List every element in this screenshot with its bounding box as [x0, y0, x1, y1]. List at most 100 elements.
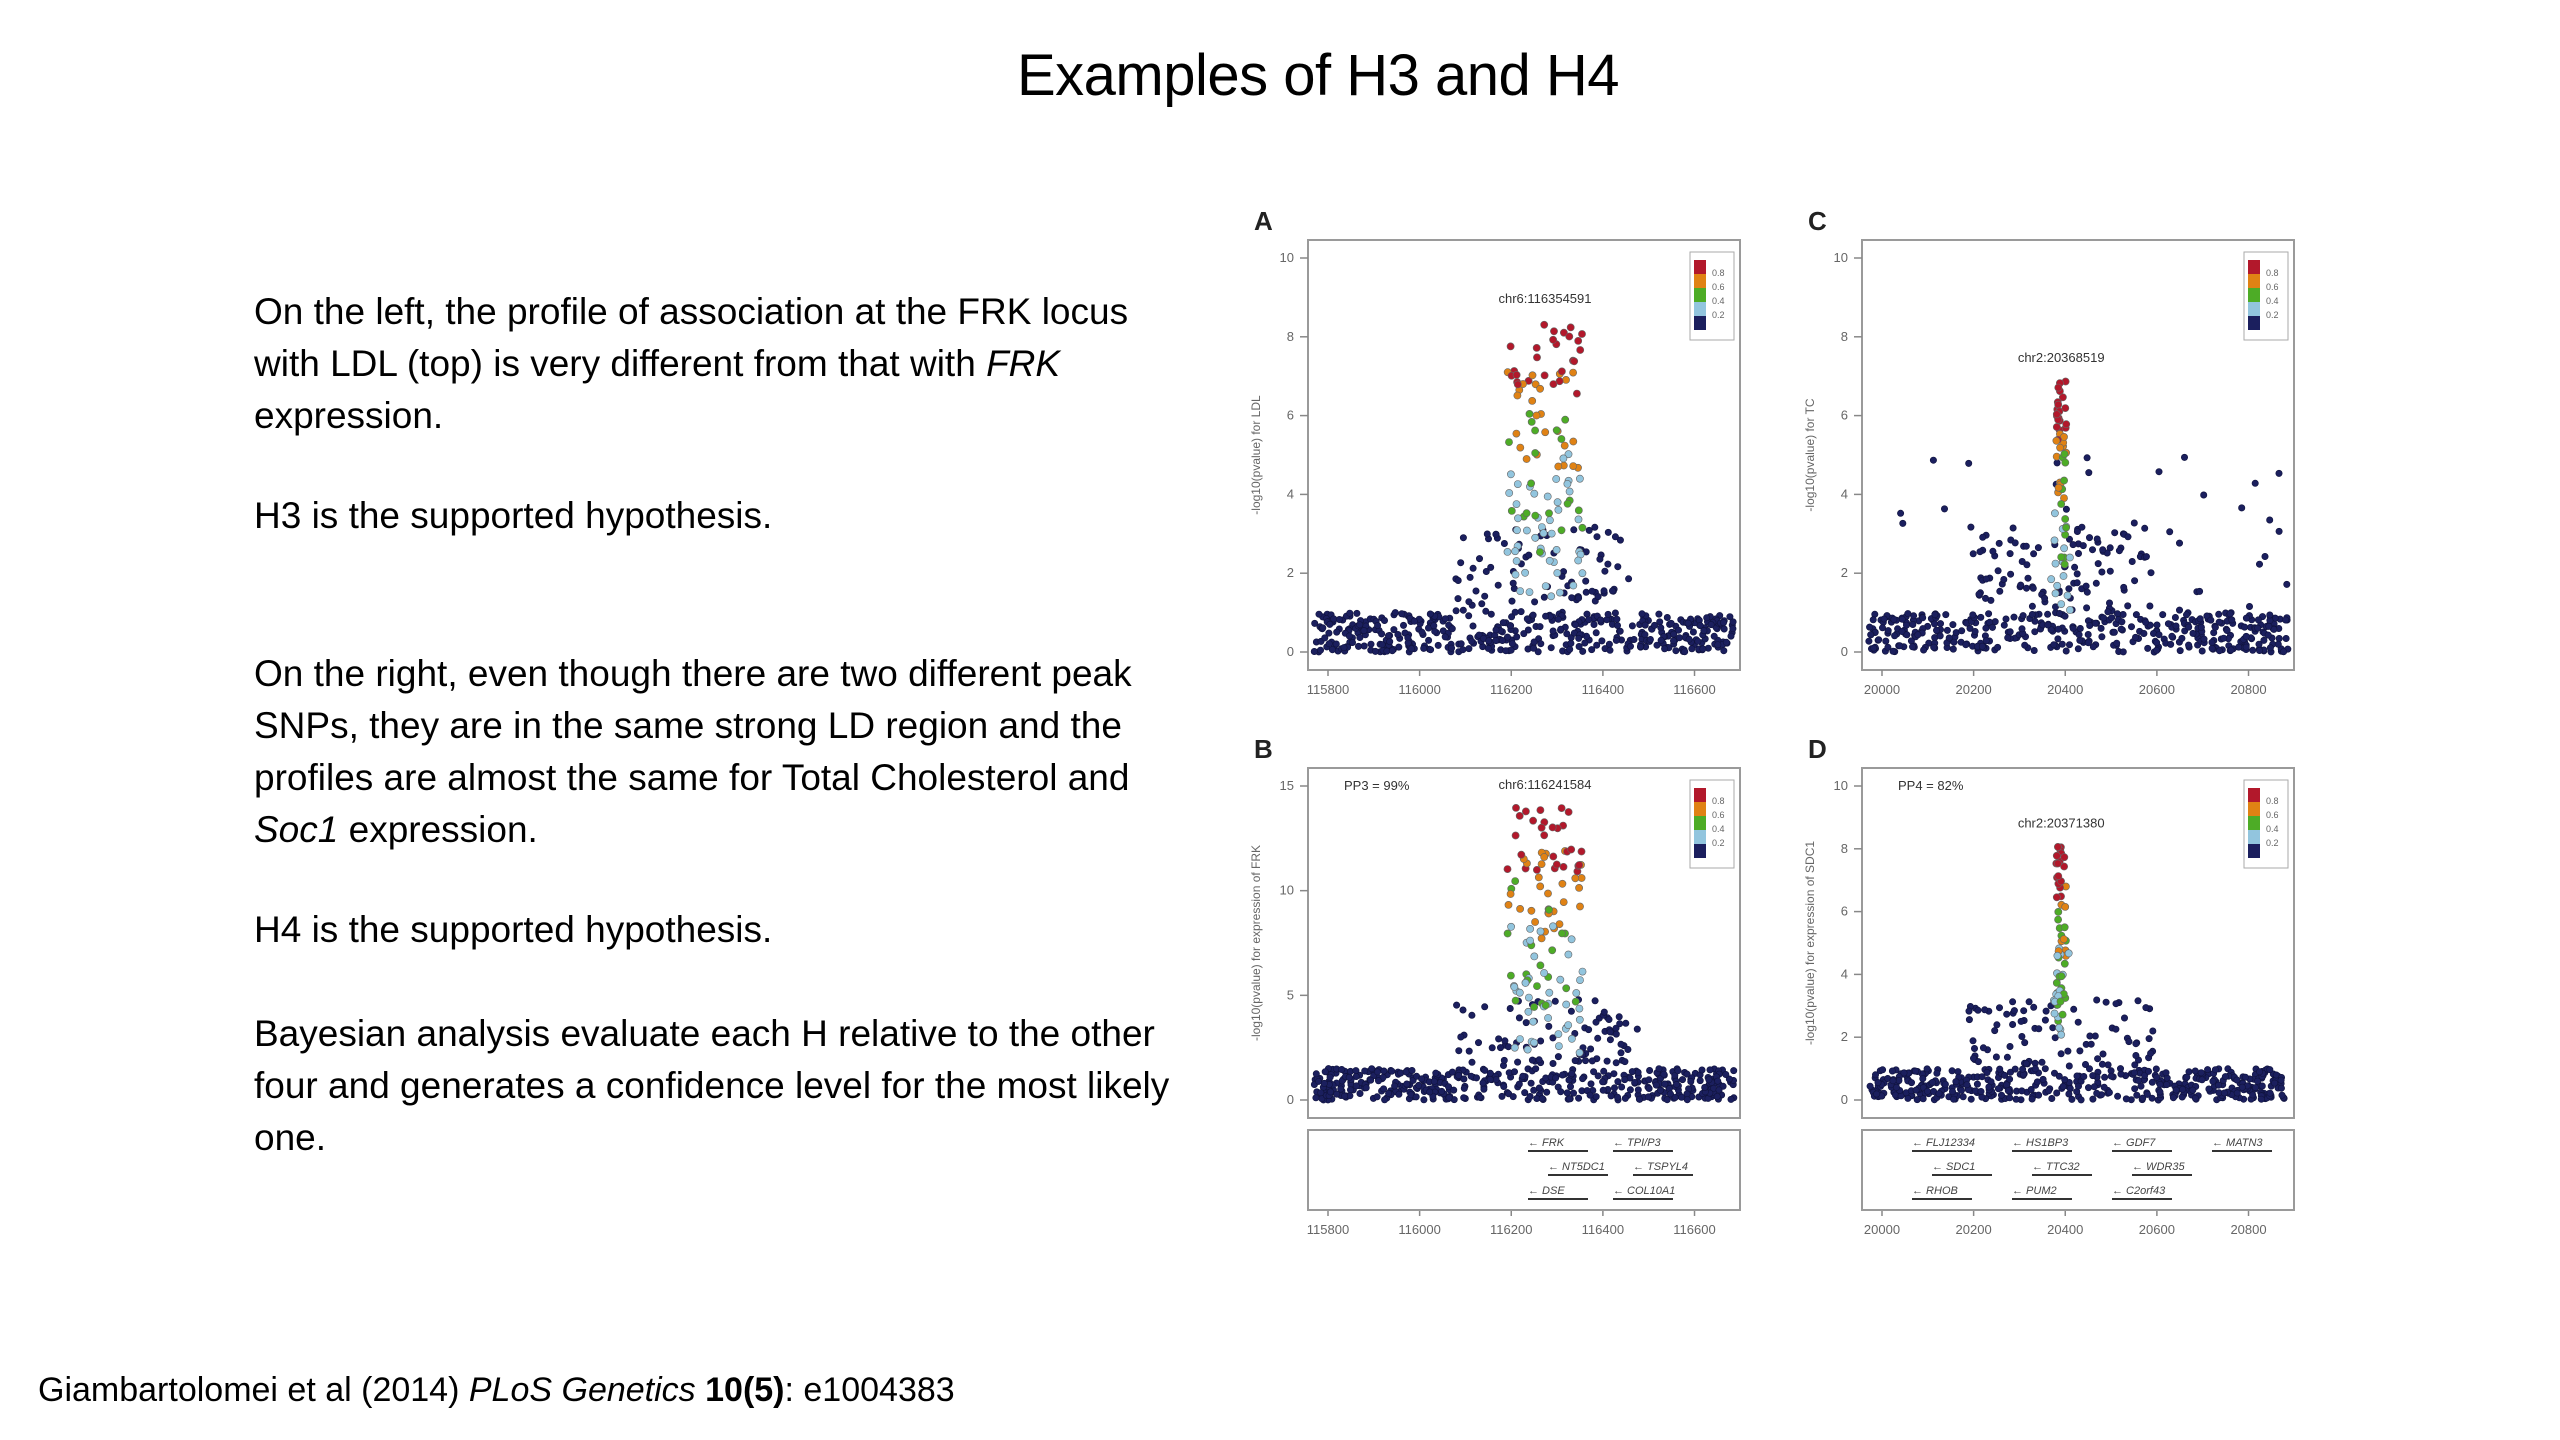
snp-point [1969, 611, 1977, 619]
snp-point [2106, 567, 2114, 575]
snp-point [2061, 404, 2070, 412]
snp-point [1696, 1077, 1704, 1085]
snp-point [1912, 1067, 1920, 1075]
x-tick-label: 20200 [1956, 682, 1992, 697]
snp-point [1621, 1058, 1629, 1066]
snp-point [1513, 526, 1521, 535]
snp-point [1578, 967, 1587, 976]
snp-point [1959, 1093, 1967, 1101]
snp-point [2211, 1066, 2219, 1074]
snp-point [1535, 548, 1544, 556]
snp-point [1537, 860, 1546, 868]
snp-point [1982, 575, 1990, 583]
snp-point [1511, 996, 1520, 1005]
snp-point [2054, 625, 2062, 633]
snp-point [1554, 1042, 1563, 1050]
snp-point [2152, 1065, 2160, 1073]
snp-point [2054, 908, 2063, 916]
snp-point [2142, 618, 2150, 626]
snp-point [1330, 615, 1338, 623]
snp-point [2100, 614, 2108, 622]
snp-point [1996, 1065, 2004, 1073]
snp-point [1896, 642, 1904, 650]
snp-point [1466, 573, 1474, 581]
snp-point [2153, 1073, 2161, 1081]
ld-legend-swatch [2248, 802, 2260, 816]
snp-point [1646, 1066, 1654, 1074]
snp-point [1599, 1078, 1607, 1086]
snp-point [1516, 1035, 1524, 1043]
snp-point [1473, 1074, 1481, 1082]
snp-point [1468, 1058, 1476, 1066]
snp-point [2084, 1084, 2092, 1092]
snp-point [2144, 1067, 2152, 1075]
snp-point [2006, 1075, 2014, 1083]
snp-point [1988, 623, 1996, 631]
snp-point [2003, 1081, 2011, 1089]
snp-point [1549, 1034, 1557, 1042]
snp-point [1390, 626, 1398, 634]
y-axis-title: -log10(pvalue) for expression of SDC1 [1803, 841, 1817, 1045]
snp-point [2047, 575, 2056, 584]
snp-point [2266, 644, 2274, 652]
snp-point [2197, 1069, 2205, 1077]
snp-point [2017, 1017, 2025, 1025]
snp-point [2241, 623, 2249, 631]
snp-point [1689, 628, 1697, 636]
snp-point [2094, 1055, 2102, 1063]
snp-point [1521, 1089, 1529, 1097]
snp-point [1610, 1084, 1618, 1092]
ld-legend-swatch [2248, 288, 2260, 302]
snp-point [2053, 1089, 2061, 1097]
snp-point [2060, 853, 2069, 862]
snp-point [1398, 610, 1406, 618]
snp-point [1420, 644, 1428, 652]
snp-point [1554, 615, 1562, 623]
snp-point [1936, 620, 1944, 628]
snp-point [2038, 1058, 2046, 1066]
gene-label: ← DSE [1528, 1185, 1565, 1197]
panel-d: D 0 2 4 6 8 10 -log10(pvalue) for expression of… [1803, 734, 2295, 1237]
snp-point [2020, 1007, 2028, 1015]
locus-zoom-svg: A 0 2 4 6 8 10 -log10(pvalue) for LDL 115800 1160… [1249, 206, 2295, 1237]
snp-point [2120, 583, 2128, 591]
snp-point [1920, 646, 1928, 654]
snp-point [2050, 536, 2059, 545]
snp-point [2059, 572, 2068, 580]
snp-point [2251, 479, 2259, 487]
snp-point [1892, 1083, 1900, 1091]
snp-point [1907, 1079, 1915, 1087]
snp-point [2221, 1073, 2229, 1081]
snp-point [1638, 610, 1646, 618]
snp-point [1563, 1089, 1571, 1097]
snp-point [1335, 615, 1343, 623]
snp-point [2060, 862, 2068, 871]
snp-point [2111, 529, 2119, 537]
panel-letter-d: D [1808, 734, 1827, 764]
ld-legend-swatch [1694, 316, 1706, 330]
snp-point [1949, 621, 1957, 629]
x-tick-label: 20200 [1956, 1222, 1992, 1237]
snp-point [1669, 637, 1677, 645]
snp-point [2101, 1073, 2109, 1081]
snp-point [1505, 438, 1513, 446]
snp-point [1533, 982, 1541, 990]
snp-point [2127, 623, 2135, 631]
snp-point [1699, 645, 1707, 653]
snp-point [1547, 592, 1556, 601]
snp-point [2060, 544, 2068, 553]
snp-point [2140, 629, 2148, 637]
snp-point [2164, 620, 2172, 628]
snp-point [2029, 584, 2037, 592]
snp-point [1603, 1057, 1611, 1065]
snp-point [1469, 564, 1477, 572]
snp-point [1585, 616, 1593, 624]
snp-point [1325, 640, 1333, 648]
snp-point [1403, 1080, 1411, 1088]
snp-point [1512, 804, 1520, 812]
snp-point [1524, 993, 1533, 1002]
snp-point [1487, 563, 1495, 571]
snp-point [2078, 523, 2086, 531]
snp-point [2060, 450, 2069, 458]
snp-point [1505, 489, 1514, 497]
